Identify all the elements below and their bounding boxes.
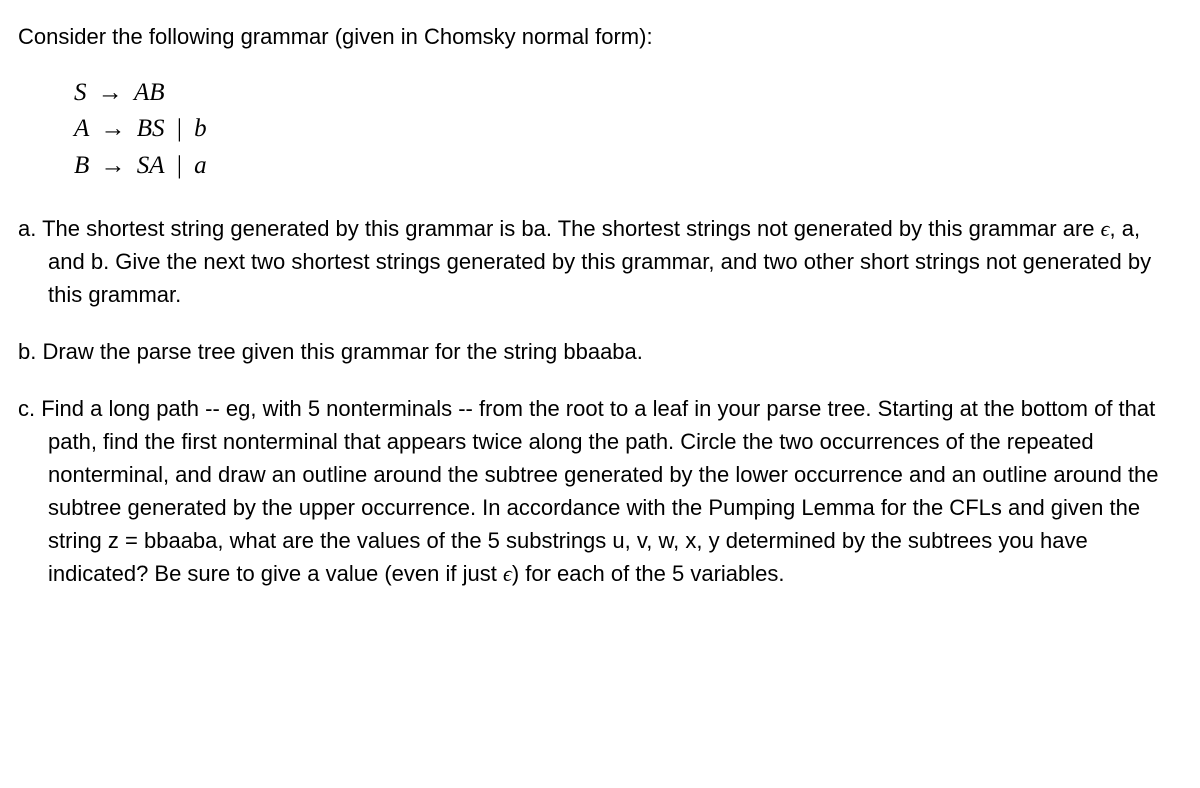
text: Draw the parse tree given this grammar f… xyxy=(42,339,563,364)
code-b: b xyxy=(91,249,103,274)
question-c: c. Find a long path -- eg, with 5 nonter… xyxy=(18,392,1182,590)
text: , xyxy=(1110,216,1122,241)
text: . The shortest strings not generated by … xyxy=(546,216,1101,241)
rhs1: SA xyxy=(137,152,165,179)
text: The shortest string generated by this gr… xyxy=(42,216,521,241)
rhs2: b xyxy=(194,115,207,142)
grammar-line-2: A → BS | b xyxy=(74,111,1182,147)
question-b: b. Draw the parse tree given this gramma… xyxy=(18,335,1182,368)
lhs: B xyxy=(74,152,89,179)
rhs: AB xyxy=(134,79,165,106)
text: ) for each of the 5 variables. xyxy=(512,561,785,586)
rhs2: a xyxy=(194,152,207,179)
question-body-b: Draw the parse tree given this grammar f… xyxy=(42,339,642,364)
arrow-icon: → xyxy=(101,148,126,184)
arrow-icon: → xyxy=(98,75,123,111)
arrow-icon: → xyxy=(101,111,126,147)
grammar-line-3: B → SA | a xyxy=(74,148,1182,184)
code-bbaaba: bbaaba xyxy=(144,528,217,553)
question-a: a. The shortest string generated by this… xyxy=(18,212,1182,311)
code-ba: ba xyxy=(521,216,545,241)
code-a: a xyxy=(1122,216,1134,241)
epsilon-symbol: ϵ xyxy=(1101,216,1110,241)
rhs1: BS xyxy=(137,115,165,142)
question-body-c: Find a long path -- eg, with 5 nontermin… xyxy=(41,396,1158,586)
question-label-a: a. xyxy=(18,216,42,241)
lhs: A xyxy=(74,115,89,142)
intro-text: Consider the following grammar (given in… xyxy=(18,20,1182,53)
pipe-separator: | xyxy=(177,152,182,179)
grammar-rules: S → AB A → BS | b B → SA | a xyxy=(74,75,1182,184)
grammar-line-1: S → AB xyxy=(74,75,1182,111)
pipe-separator: | xyxy=(177,115,182,142)
lhs: S xyxy=(74,79,87,106)
epsilon-symbol: ϵ xyxy=(503,561,512,586)
question-label-c: c. xyxy=(18,396,41,421)
question-body-a: The shortest string generated by this gr… xyxy=(42,216,1151,307)
text: . Give the next two shortest strings gen… xyxy=(48,249,1151,307)
question-label-b: b. xyxy=(18,339,42,364)
code-bbaaba: bbaaba xyxy=(563,339,636,364)
text: . xyxy=(637,339,643,364)
